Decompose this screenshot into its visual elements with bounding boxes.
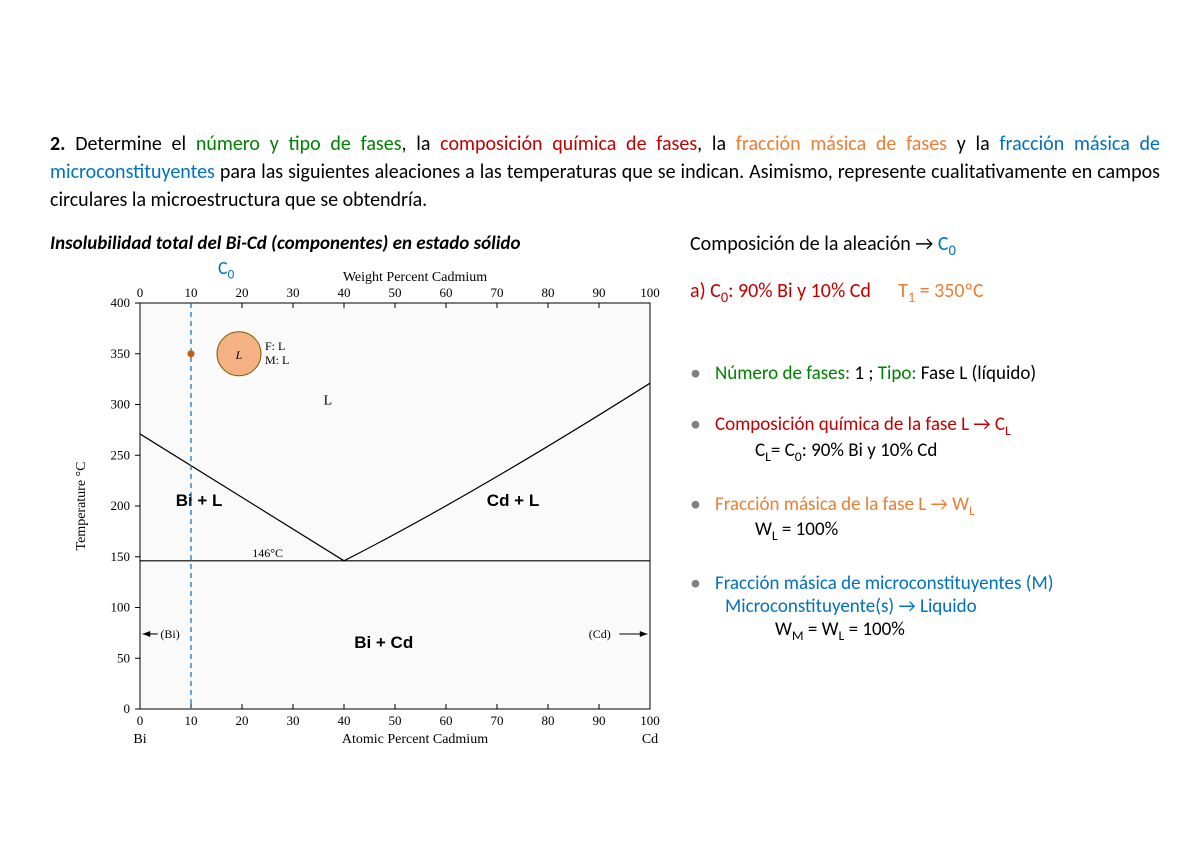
svg-text:20: 20 [236,713,249,728]
svg-text:Bi: Bi [133,732,146,747]
svg-text:20: 20 [236,285,249,300]
svg-text:90: 90 [593,713,606,728]
svg-text:400: 400 [111,295,131,310]
svg-text:200: 200 [111,498,131,513]
svg-text:Temperature °C: Temperature °C [74,462,89,551]
svg-text:60: 60 [440,285,453,300]
svg-text:(Cd): (Cd) [589,627,611,641]
svg-text:M: L: M: L [265,353,289,367]
answer-number-type: • Número de fases: 1 ; Tipo: Fase L (líq… [690,362,1160,385]
answer-mass-fraction-micro: • Fracción másica de microconstituyentes… [690,572,1160,644]
svg-text:60: 60 [440,713,453,728]
svg-text:146°C: 146°C [252,546,283,560]
svg-text:10: 10 [185,713,198,728]
svg-text:Atomic Percent Cadmium: Atomic Percent Cadmium [342,732,488,747]
svg-text:30: 30 [287,285,300,300]
svg-text:80: 80 [542,285,555,300]
svg-text:250: 250 [111,447,131,462]
svg-text:50: 50 [389,713,402,728]
composition-header: Composición de la aleación → C0 [690,232,1160,259]
svg-text:Cd: Cd [642,732,658,747]
svg-text:L: L [235,348,243,362]
svg-text:0: 0 [137,713,144,728]
svg-text:50: 50 [117,650,130,665]
svg-text:50: 50 [389,285,402,300]
answer-mass-fraction-phase: • Fracción másica de la fase L → WL WL =… [690,493,1160,545]
svg-text:30: 30 [287,713,300,728]
svg-text:100: 100 [111,600,131,615]
svg-text:100: 100 [640,713,660,728]
svg-text:Weight Percent Cadmium: Weight Percent Cadmium [343,270,487,285]
svg-text:F: L: F: L [265,339,285,353]
svg-text:40: 40 [338,713,351,728]
svg-text:70: 70 [491,713,504,728]
svg-text:150: 150 [111,549,131,564]
svg-text:300: 300 [111,397,131,412]
svg-text:350: 350 [111,346,131,361]
svg-text:L: L [324,394,333,409]
svg-text:90: 90 [593,285,606,300]
problem-statement: 2. Determine el número y tipo de fases, … [50,130,1160,214]
svg-text:70: 70 [491,285,504,300]
svg-text:40: 40 [338,285,351,300]
c0-label: C0 [218,257,234,283]
phase-diagram: 0501001502002503003504000102030405060708… [50,259,670,759]
case-a: a) C0: 90% Bi y 10% Cd T1 = 350ºC [690,279,1160,306]
svg-text:(Bi): (Bi) [160,627,179,641]
svg-text:0: 0 [137,285,144,300]
svg-text:10: 10 [185,285,198,300]
svg-text:Cd + L: Cd + L [487,491,539,510]
svg-text:80: 80 [542,713,555,728]
svg-text:Bi + Cd: Bi + Cd [354,633,413,652]
svg-text:Bi + L: Bi + L [176,491,223,510]
answer-composition: • Composición química de la fase L → CL … [690,413,1160,465]
svg-text:0: 0 [124,701,131,716]
chart-title: Insolubilidad total del Bi-Cd (component… [50,232,670,255]
svg-text:100: 100 [640,285,660,300]
